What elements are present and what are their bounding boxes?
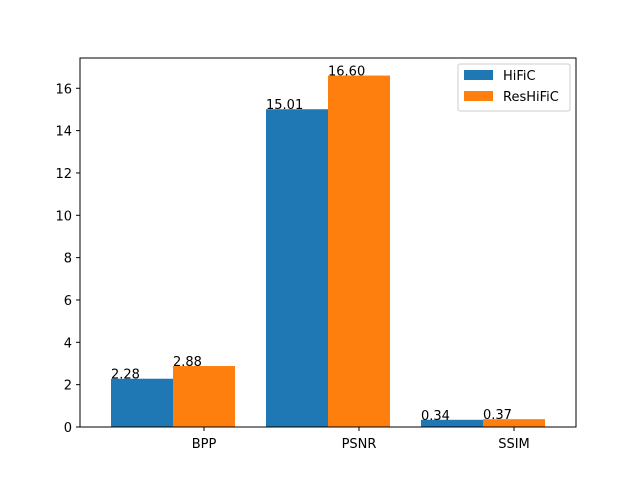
legend-swatch-hific — [464, 70, 493, 80]
legend: HiFiC ResHiFiC — [457, 63, 571, 112]
data-label-reshific-ssim: 0.37 — [483, 408, 512, 423]
data-label-hific-ssim: 0.34 — [421, 409, 450, 424]
y-tick-label: 2 — [64, 379, 72, 394]
bar-hific-psnr — [266, 109, 328, 427]
y-axis: 0 2 4 6 8 10 12 14 16 — [55, 82, 80, 436]
y-tick-label: 6 — [64, 294, 72, 309]
y-tick-label: 12 — [55, 167, 72, 182]
data-label-reshific-bpp: 2.88 — [173, 355, 202, 370]
bar-hific-bpp — [111, 378, 173, 427]
bars-layer — [111, 75, 545, 428]
plot-frame — [79, 57, 577, 428]
bar-reshific-ssim — [483, 419, 545, 427]
legend-label-reshific: ResHiFiC — [503, 90, 559, 105]
y-tick-label: 14 — [55, 125, 72, 140]
y-tick-label: 10 — [55, 209, 72, 224]
data-label-hific-bpp: 2.28 — [111, 368, 140, 383]
data-labels-layer: 2.28 15.01 0.34 2.88 16.60 0.37 — [111, 65, 512, 424]
legend-label-hific: HiFiC — [503, 69, 536, 84]
data-label-hific-psnr: 15.01 — [266, 98, 303, 113]
y-tick-label: 0 — [64, 421, 72, 436]
x-tick-label-bpp: BPP — [192, 437, 217, 452]
x-axis: BPP PSNR SSIM — [192, 427, 530, 452]
x-tick-label-psnr: PSNR — [342, 437, 377, 452]
x-tick-label-ssim: SSIM — [498, 437, 530, 452]
y-tick-label: 4 — [64, 336, 72, 351]
bar-hific-ssim — [421, 419, 483, 427]
bar-reshific-psnr — [328, 75, 390, 428]
bar-reshific-bpp — [173, 366, 235, 427]
y-tick-label: 16 — [55, 82, 72, 97]
data-label-reshific-psnr: 16.60 — [328, 65, 365, 80]
y-tick-label: 8 — [64, 252, 72, 267]
legend-swatch-reshific — [464, 91, 493, 101]
